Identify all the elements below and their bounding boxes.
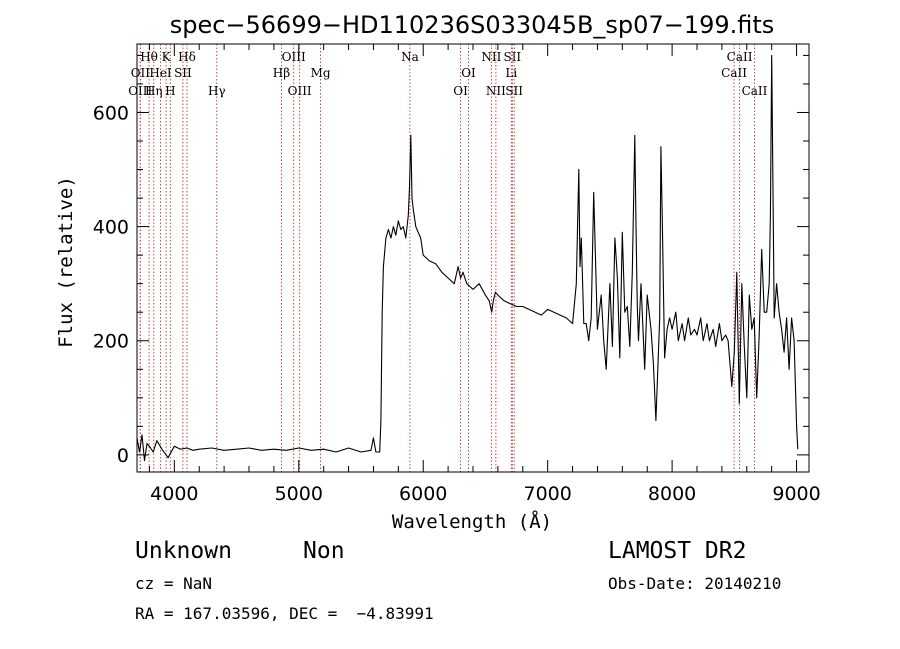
line-marker-label-23: CaII <box>721 66 747 80</box>
x-tick-label-3: 7000 <box>523 483 571 505</box>
y-tick-label-2: 400 <box>93 217 129 239</box>
chart-title: spec−56699−HD110236S033045B_sp07−199.fit… <box>170 11 775 39</box>
x-tick-label-4: 8000 <box>648 483 696 505</box>
object-subclass: Non <box>303 538 345 564</box>
survey-name: LAMOST DR2 <box>608 538 747 564</box>
object-class: Unknown <box>135 538 232 564</box>
line-marker-label-0: Hθ <box>140 50 158 64</box>
line-marker-label-20: Li <box>505 66 517 80</box>
line-marker-label-14: Na <box>401 50 419 64</box>
y-tick-label-3: 600 <box>93 102 129 124</box>
line-marker-label-15: OI <box>461 66 476 80</box>
line-marker-label-8: H <box>165 84 175 98</box>
plot-frame <box>136 43 810 473</box>
line-marker-label-9: Hγ <box>208 84 226 98</box>
line-marker-label-16: OI <box>453 84 468 98</box>
line-marker-label-24: CaII <box>742 84 768 98</box>
line-marker-label-13: Mg <box>311 66 331 80</box>
line-marker-label-5: Hη <box>145 84 163 98</box>
obs-date: Obs-Date: 20140210 <box>608 574 782 593</box>
x-tick-label-1: 5000 <box>275 483 323 505</box>
y-axis-label: Flux (relative) <box>55 176 77 348</box>
y-tick-label-0: 0 <box>117 445 129 467</box>
line-marker-label-11: Hβ <box>273 66 290 80</box>
line-marker-label-3: K <box>162 50 172 64</box>
x-tick-label-5: 9000 <box>772 483 820 505</box>
line-marker-label-21: SII <box>505 84 523 98</box>
line-marker-label-6: Hδ <box>178 50 196 64</box>
ra-dec: RA = 167.03596, DEC = −4.83991 <box>135 604 434 623</box>
line-marker-label-17: NII <box>481 50 501 64</box>
axis-ticks: 4000 5000 6000 7000 8000 9000 0 200 400 600 <box>93 44 821 505</box>
x-tick-label-0: 4000 <box>150 483 198 505</box>
y-tick-label-1: 200 <box>93 331 129 353</box>
line-marker-label-12: OIII <box>288 84 312 98</box>
line-marker-label-22: CaII <box>727 50 753 64</box>
spectrum-line <box>136 54 799 462</box>
line-marker-label-18: NII <box>486 84 506 98</box>
line-marker-label-4: HeI <box>149 66 172 80</box>
line-marker-label-19: SII <box>503 50 521 64</box>
x-tick-label-2: 6000 <box>399 483 447 505</box>
line-marker-label-7: SII <box>174 66 192 80</box>
redshift-cz: cz = NaN <box>135 574 213 593</box>
x-axis-label: Wavelength (Å) <box>392 510 552 533</box>
line-marker-label-2: OIII <box>128 84 152 98</box>
line-marker-label-10: OIII <box>282 50 306 64</box>
plot-area <box>136 43 810 473</box>
